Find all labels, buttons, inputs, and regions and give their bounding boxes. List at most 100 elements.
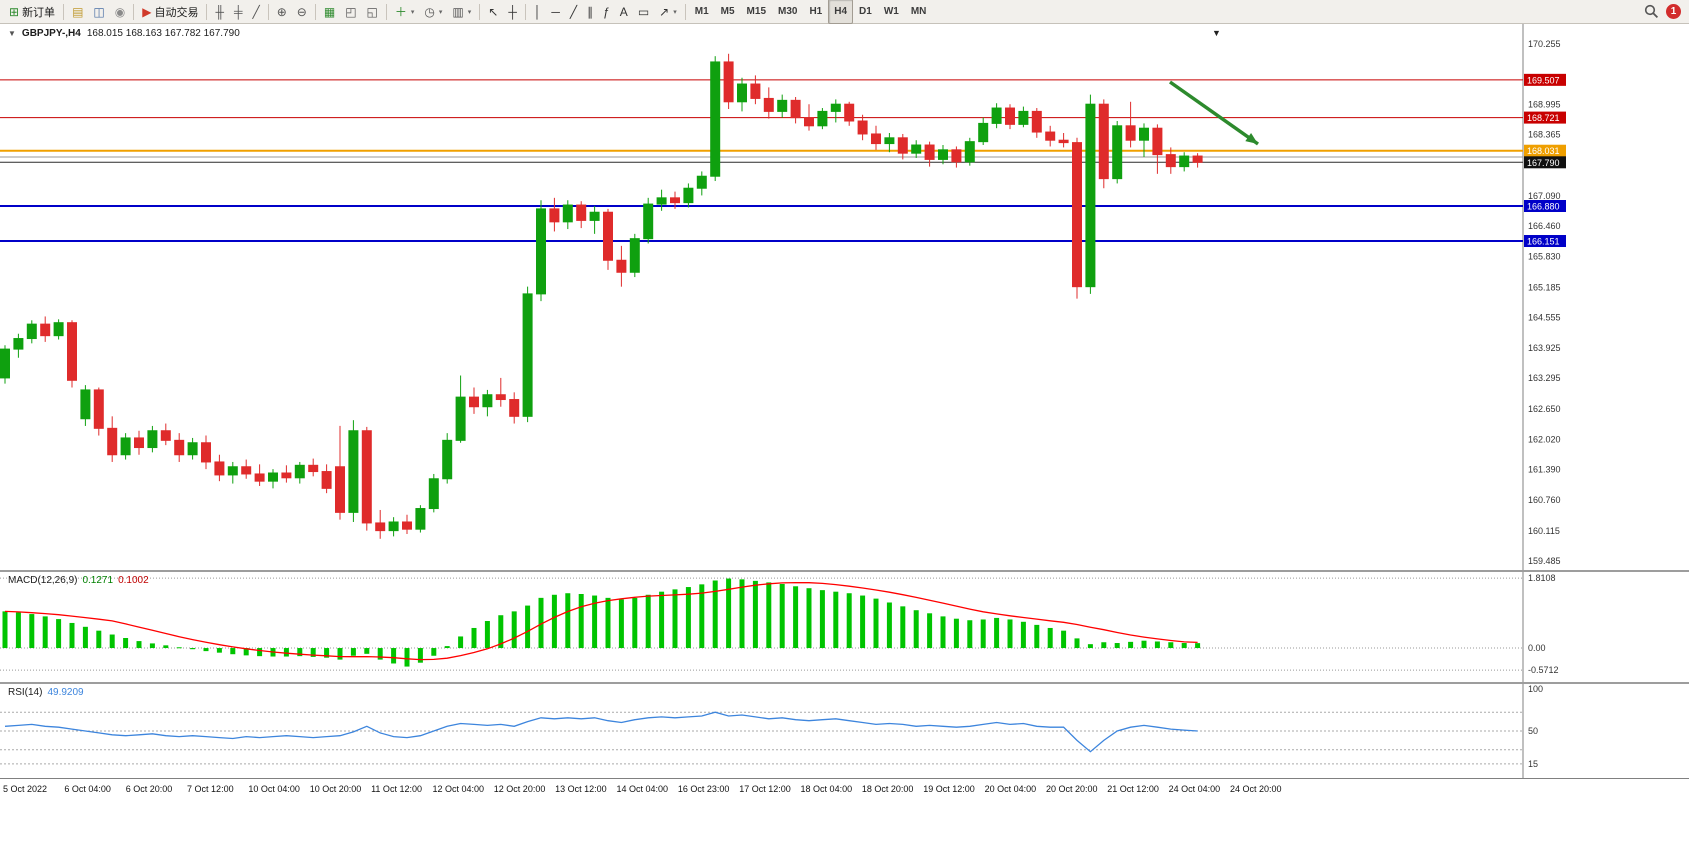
- price-tag-text: 166.880: [1527, 202, 1560, 212]
- channel-button[interactable]: ∥: [582, 0, 598, 23]
- periods-icon: ◷: [424, 4, 435, 19]
- crosshair-button[interactable]: ┼: [503, 0, 522, 23]
- timeframe-h1-button[interactable]: H1: [809, 6, 823, 17]
- chart-title: ▼ GBPJPY-,H4 168.015 168.163 167.782 167…: [8, 28, 240, 39]
- macd-histogram-bar: [1087, 644, 1093, 649]
- collapse-arrow-icon[interactable]: ▼: [8, 29, 16, 38]
- rsi-axis-label: 100: [1528, 684, 1543, 694]
- macd-value-main: 0.1271: [82, 575, 114, 586]
- macd-histogram-bar: [1007, 619, 1013, 649]
- macd-histogram-bar: [163, 645, 169, 649]
- charts-icon: ▤: [72, 4, 84, 19]
- price-axis-label: 167.090: [1528, 191, 1561, 201]
- fibonacci-button[interactable]: ƒ: [598, 0, 615, 23]
- timeframe-h4-button[interactable]: H4: [828, 0, 854, 24]
- candle-body: [469, 396, 479, 408]
- text-button[interactable]: A: [615, 0, 633, 23]
- price-axis-label: 166.460: [1528, 221, 1561, 231]
- indicators-dropdown-icon[interactable]: ▾: [410, 8, 415, 16]
- periods-button[interactable]: ◷ ▾: [419, 0, 447, 23]
- macd-histogram-bar: [538, 597, 544, 649]
- zoom-in-button[interactable]: ⊕: [272, 0, 292, 23]
- new-order-button[interactable]: ⊞ 新订单: [4, 0, 60, 23]
- candle-body: [120, 437, 131, 456]
- macd-histogram-bar: [967, 620, 973, 649]
- main-chart-canvas[interactable]: 170.255 168.995 168.365 167.090 166.460 165.8…: [0, 24, 1689, 570]
- toolbar-separator: [206, 3, 208, 20]
- panel-splitter[interactable]: [0, 570, 1689, 572]
- price-axis-label: 168.365: [1528, 130, 1561, 140]
- price-tag-text: 167.790: [1527, 158, 1560, 168]
- data-window-button[interactable]: ◉: [110, 0, 130, 23]
- candle-body: [804, 117, 814, 127]
- macd-histogram-bar: [659, 591, 665, 649]
- timeframe-w1-button[interactable]: W1: [883, 6, 899, 17]
- macd-histogram-bar: [484, 621, 490, 649]
- candle-body: [871, 133, 881, 145]
- trendline-button[interactable]: ╱: [565, 0, 582, 23]
- time-axis-label: 20 Oct 20:00: [1045, 784, 1098, 794]
- timeframe-mn-button[interactable]: MN: [910, 6, 927, 17]
- macd-histogram-bar: [203, 648, 209, 652]
- macd-histogram-bar: [819, 590, 825, 649]
- panel-splitter[interactable]: [0, 682, 1689, 684]
- arrange-windows-button[interactable]: ◱: [362, 0, 383, 23]
- macd-histogram-bar: [257, 648, 263, 657]
- candle-body: [254, 473, 265, 482]
- charts-button[interactable]: ▤: [67, 0, 88, 23]
- macd-histogram-bar: [712, 580, 718, 649]
- timeframe-m1-button[interactable]: M1: [694, 6, 709, 17]
- timeframe-d1-button[interactable]: D1: [859, 6, 872, 17]
- macd-canvas[interactable]: 1.8108 0.00 -0.5712: [0, 572, 1689, 682]
- new-order-icon: ⊞: [9, 4, 20, 19]
- candle-body: [428, 478, 439, 510]
- candle-body: [0, 348, 10, 379]
- templates-icon: ▥: [452, 4, 464, 19]
- price-axis-label: 163.925: [1528, 343, 1561, 353]
- search-icon: [1644, 4, 1659, 19]
- macd-histogram-bar: [1114, 643, 1120, 649]
- cursor-button[interactable]: ↖: [483, 0, 503, 23]
- vertical-line-button[interactable]: │: [529, 0, 547, 23]
- timeframe-m15-button[interactable]: M15: [746, 6, 766, 17]
- time-axis-label: 18 Oct 04:00: [800, 784, 853, 794]
- candle-body: [455, 396, 466, 441]
- text-label-button[interactable]: ▭: [633, 0, 654, 23]
- macd-histogram-bar: [726, 578, 732, 649]
- candle-body: [629, 238, 640, 273]
- search-button[interactable]: [1644, 4, 1659, 19]
- zoom-out-button[interactable]: ⊖: [292, 0, 312, 23]
- arrows-tool-dropdown-icon[interactable]: ▾: [673, 8, 677, 16]
- macd-histogram-bar: [337, 648, 343, 660]
- time-axis[interactable]: 5 Oct 2022 6 Oct 04:00 6 Oct 20:00 7 Oct 12…: [0, 779, 1689, 799]
- periods-dropdown-icon[interactable]: ▾: [438, 8, 443, 16]
- line-chart-button[interactable]: ╱: [248, 0, 265, 23]
- cascade-windows-button[interactable]: ◰: [340, 0, 361, 23]
- tile-windows-button[interactable]: ▦: [319, 0, 340, 23]
- profiles-button[interactable]: ◫: [88, 0, 109, 23]
- price-tag-text: 168.721: [1527, 113, 1560, 123]
- templates-dropdown-icon[interactable]: ▾: [467, 8, 472, 16]
- macd-signal-line: [4, 581, 1198, 661]
- horizontal-line-button[interactable]: ─: [546, 0, 565, 23]
- templates-button[interactable]: ▥ ▾: [447, 0, 476, 23]
- candlestick-chart-button[interactable]: ╪: [229, 0, 248, 23]
- indicators-button[interactable]: ＋ ▾: [390, 0, 420, 23]
- price-axis-label: 162.650: [1528, 404, 1561, 414]
- rsi-canvas[interactable]: 100 50 15: [0, 684, 1689, 778]
- line-chart-icon: ╱: [252, 4, 260, 19]
- timeframe-m5-button[interactable]: M5: [720, 6, 735, 17]
- macd-histogram-bar: [15, 612, 21, 649]
- candle-body: [536, 208, 546, 295]
- chart-shift-marker[interactable]: ▼: [1212, 28, 1221, 38]
- bar-chart-button[interactable]: ╫: [210, 0, 229, 23]
- candle-body: [13, 338, 24, 350]
- auto-trading-button[interactable]: ▶ 自动交易: [137, 0, 203, 23]
- trend-arrow-annotation[interactable]: [1168, 80, 1260, 146]
- time-axis-label: 24 Oct 20:00: [1230, 784, 1282, 794]
- notification-badge[interactable]: 1: [1666, 4, 1681, 19]
- arrows-tool-button[interactable]: ↗ ▾: [654, 0, 682, 23]
- candle-body: [402, 521, 412, 530]
- timeframe-m30-button[interactable]: M30: [778, 6, 798, 17]
- candle-body: [214, 461, 225, 476]
